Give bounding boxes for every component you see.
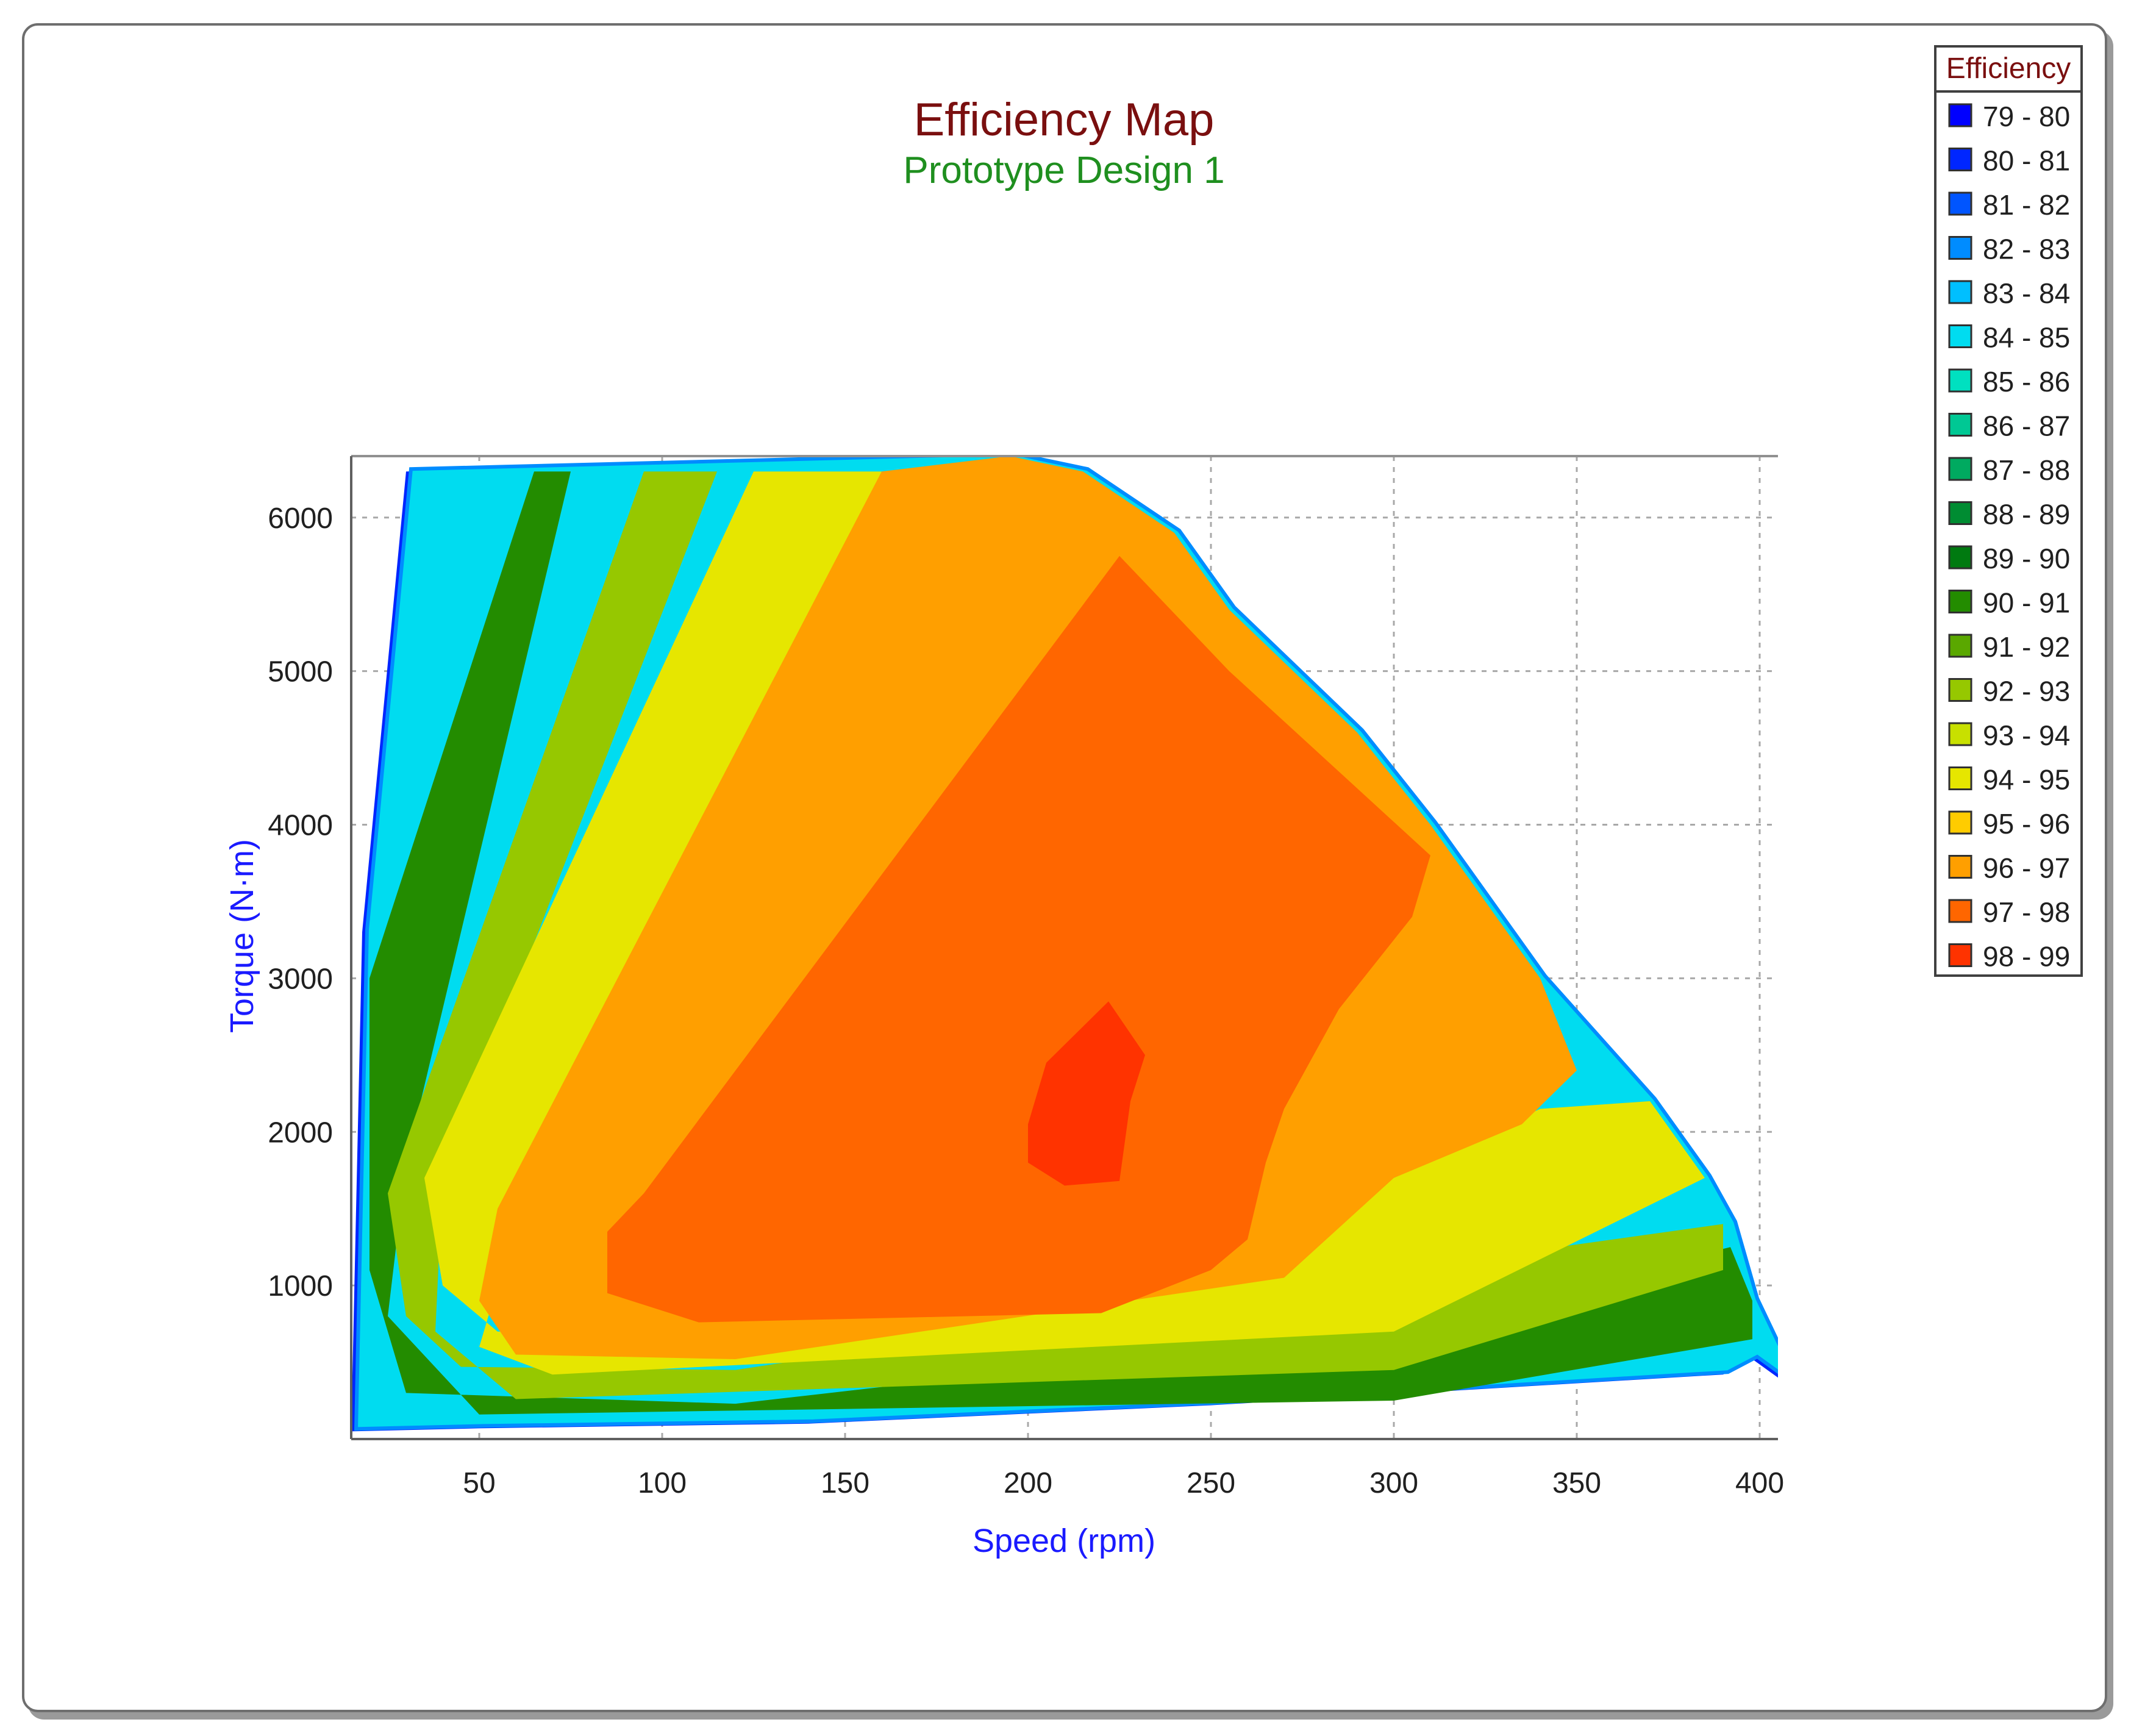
x-tick-label-2: 150 <box>821 1467 869 1499</box>
efficiency-region-98-99 <box>1028 1001 1145 1186</box>
legend-swatch-0 <box>1948 103 1972 127</box>
x-tick-label-4: 250 <box>1187 1467 1235 1499</box>
legend-swatch-18 <box>1948 899 1972 923</box>
legend-label-8: 87 - 88 <box>1983 454 2070 486</box>
x-tick-label-1: 100 <box>638 1467 687 1499</box>
legend-swatch-11 <box>1948 590 1972 613</box>
legend-label-1: 80 - 81 <box>1983 145 2070 177</box>
legend-swatch-19 <box>1948 943 1972 967</box>
x-tick-label-7: 400 <box>1735 1467 1784 1499</box>
efficiency-region-92-93 <box>388 471 1723 1399</box>
y-tick-label-2: 3000 <box>268 963 333 995</box>
x-tick-label-6: 350 <box>1552 1467 1601 1499</box>
legend: Efficiency 79 - 80 80 - 81 81 - 82 82 - 83 8… <box>1934 45 2083 977</box>
legend-swatch-6 <box>1948 368 1972 393</box>
y-tick-labels: 1000 2000 3000 4000 5000 6000 <box>268 502 333 1302</box>
legend-label-19: 98 - 99 <box>1983 941 2070 973</box>
legend-swatch-7 <box>1948 413 1972 437</box>
legend-label-3: 82 - 83 <box>1983 234 2070 265</box>
efficiency-region-97-98 <box>607 555 1430 1323</box>
legend-swatch-1 <box>1948 148 1972 171</box>
y-tick-label-4: 5000 <box>268 656 333 688</box>
legend-swatch-12 <box>1948 634 1972 658</box>
legend-swatch-15 <box>1948 766 1972 790</box>
y-tick-label-5: 6000 <box>268 502 333 535</box>
legend-label-10: 89 - 90 <box>1983 543 2070 574</box>
y-tick-label-0: 1000 <box>268 1270 333 1302</box>
legend-swatch-14 <box>1948 722 1972 746</box>
x-tick-label-5: 300 <box>1369 1467 1418 1499</box>
y-tick-label-3: 4000 <box>268 810 333 842</box>
legend-label-17: 96 - 97 <box>1983 852 2070 884</box>
legend-label-16: 95 - 96 <box>1983 808 2070 840</box>
efficiency-region-90-91 <box>369 471 1752 1415</box>
legend-label-6: 85 - 86 <box>1983 366 2070 398</box>
legend-swatch-17 <box>1948 855 1972 879</box>
legend-label-18: 97 - 98 <box>1983 896 2070 928</box>
x-tick-labels: 50 100 150 200 250 300 350 400 <box>463 1467 1784 1499</box>
legend-swatch-5 <box>1948 324 1972 348</box>
x-tick-label-3: 200 <box>1004 1467 1052 1499</box>
legend-swatch-13 <box>1948 678 1972 702</box>
legend-swatch-8 <box>1948 457 1972 481</box>
efficiency-region-94-95 <box>424 471 1705 1375</box>
legend-title: Efficiency <box>1946 52 2071 85</box>
legend-label-2: 81 - 82 <box>1983 189 2070 221</box>
legend-swatch-4 <box>1948 280 1972 304</box>
legend-swatch-10 <box>1948 545 1972 570</box>
y-axis-label: Torque (N·m) <box>224 839 260 1033</box>
legend-label-13: 92 - 93 <box>1983 676 2070 707</box>
legend-label-4: 83 - 84 <box>1983 277 2070 309</box>
data-layer <box>351 456 1778 1432</box>
legend-label-15: 94 - 95 <box>1983 764 2070 796</box>
legend-swatch-2 <box>1948 191 1972 216</box>
legend-label-0: 79 - 80 <box>1983 101 2070 132</box>
chart-title: Efficiency Map <box>914 94 1215 146</box>
y-tick-label-1: 2000 <box>268 1116 333 1149</box>
legend-label-12: 91 - 92 <box>1983 631 2070 663</box>
legend-swatch-16 <box>1948 810 1972 835</box>
legend-label-11: 90 - 91 <box>1983 587 2070 619</box>
x-axis-label: Speed (rpm) <box>973 1523 1155 1559</box>
legend-entries: 79 - 80 80 - 81 81 - 82 82 - 83 83 - 84 84 - … <box>1948 101 2070 973</box>
legend-label-9: 88 - 89 <box>1983 499 2070 530</box>
legend-label-14: 93 - 94 <box>1983 720 2070 751</box>
legend-swatch-9 <box>1948 501 1972 525</box>
legend-swatch-3 <box>1948 236 1972 260</box>
x-tick-label-0: 50 <box>463 1467 495 1499</box>
legend-label-5: 84 - 85 <box>1983 322 2070 354</box>
legend-label-7: 86 - 87 <box>1983 410 2070 442</box>
chart-subtitle: Prototype Design 1 <box>903 149 1224 191</box>
